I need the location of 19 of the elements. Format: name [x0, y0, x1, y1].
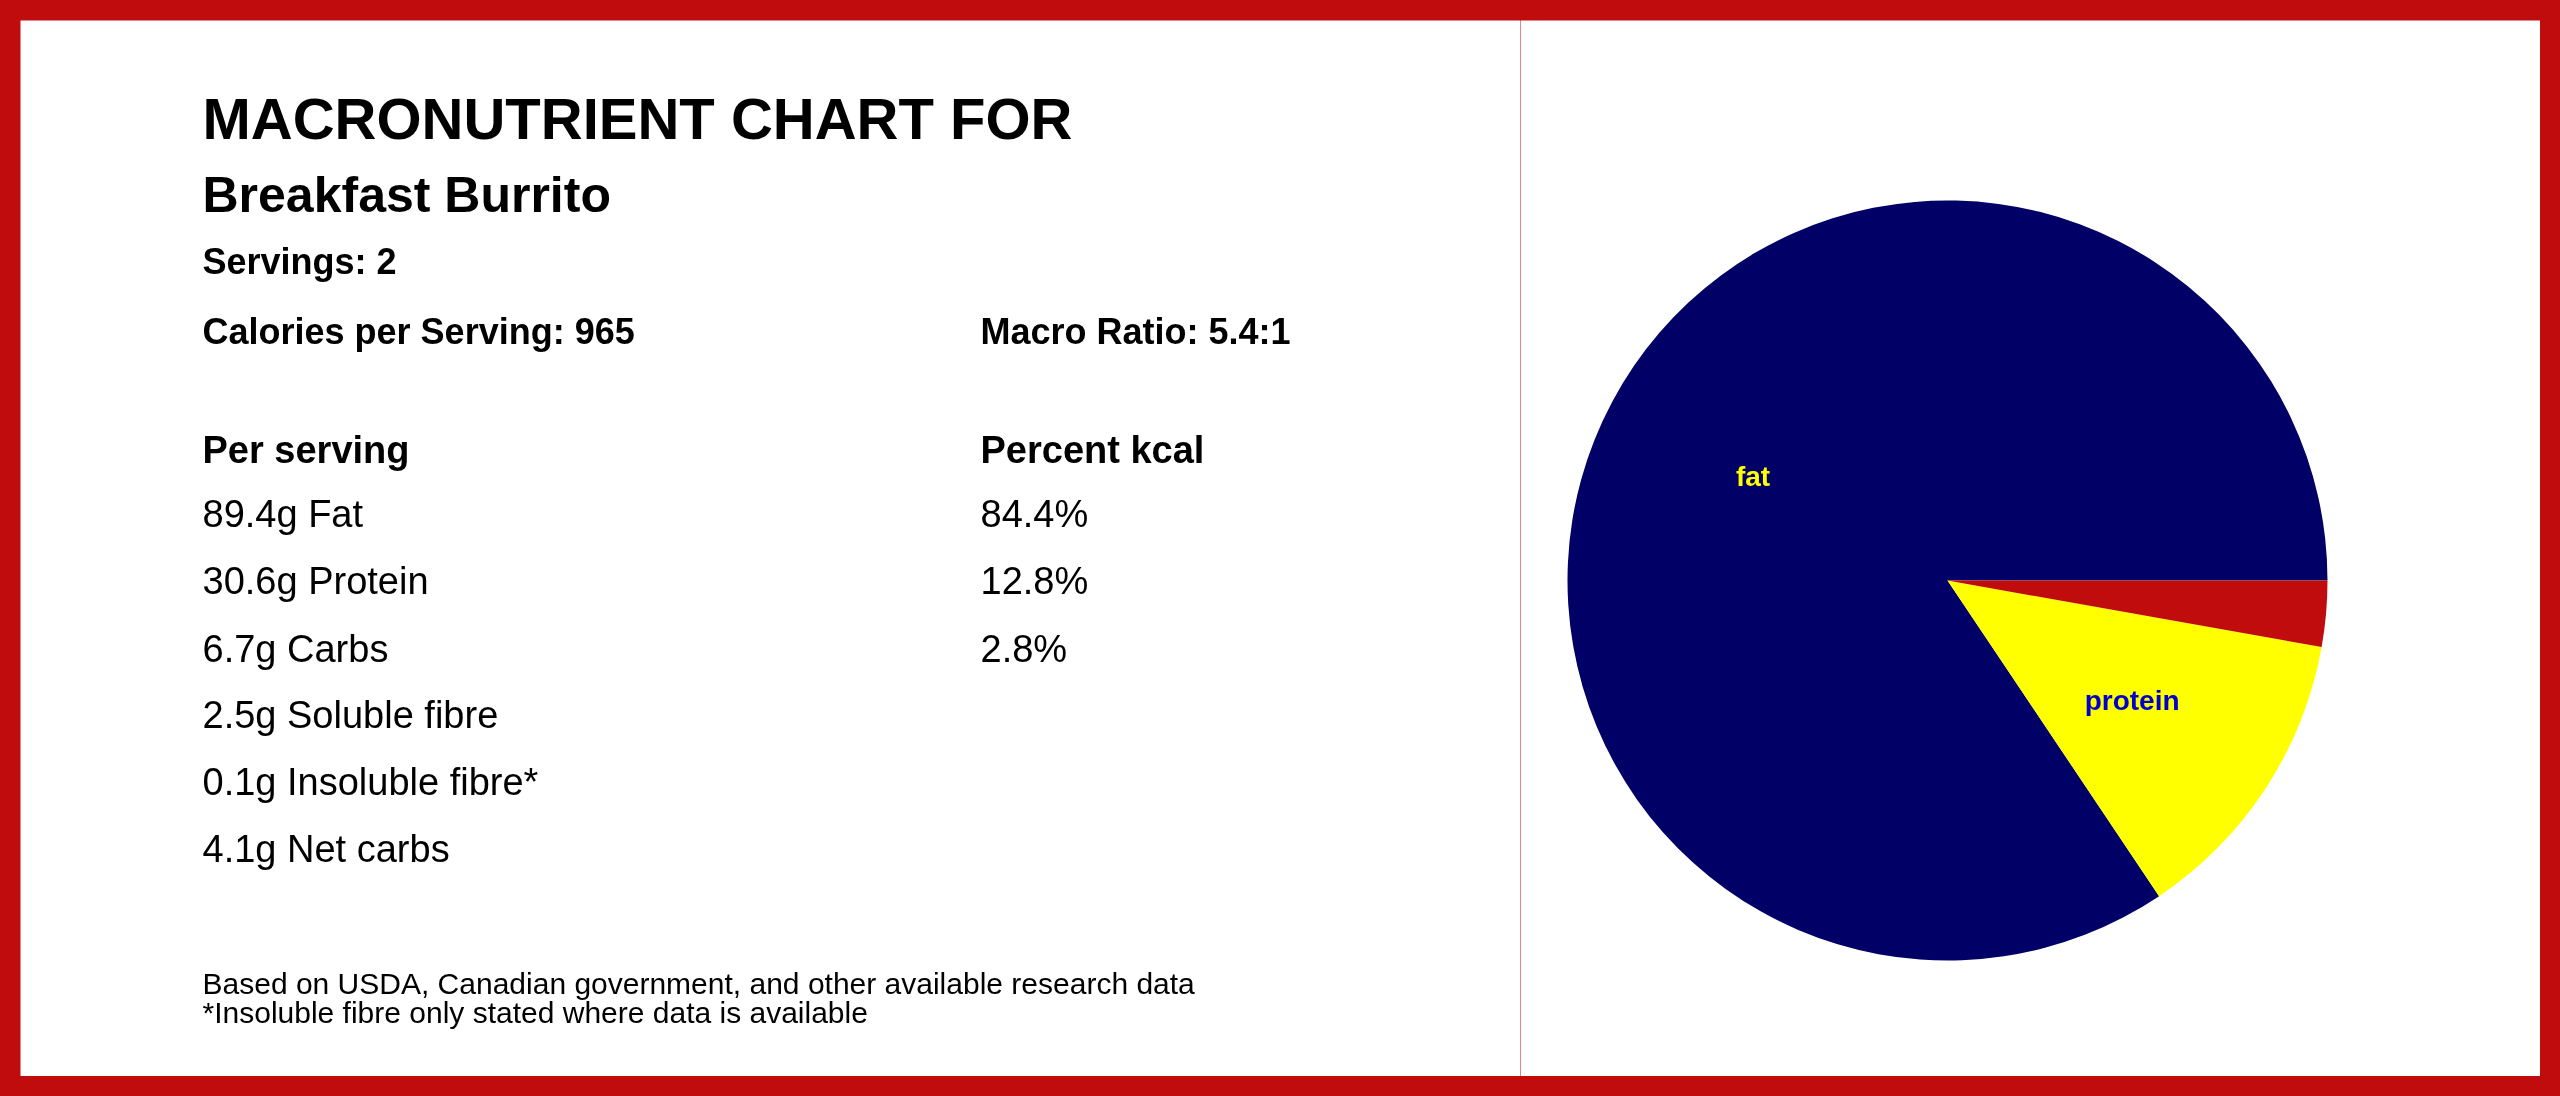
text: MACRONUTRIENT CHART FOR: [202, 86, 1073, 151]
text: Percent kcal: [980, 428, 1205, 471]
text: 30.6g Protein: [202, 559, 429, 602]
text: Breakfast Burrito: [202, 166, 611, 223]
text: 0.1g Insoluble fibre*: [202, 760, 539, 803]
text: 4.1g Net carbs: [202, 827, 450, 870]
text: 89.4g Fat: [202, 492, 364, 535]
text: Based on USDA, Canadian government, and other available research data: [202, 967, 1196, 1000]
text: Calories per Serving: 965: [202, 311, 635, 352]
slice-label: protein: [2084, 685, 2180, 717]
text: 2.5g Soluble fibre: [202, 693, 499, 736]
text: 84.4%: [980, 492, 1089, 535]
text: 6.7g Carbs: [202, 627, 389, 670]
text: Macro Ratio: 5.4:1: [980, 311, 1291, 352]
text: 12.8%: [980, 559, 1089, 602]
text: Servings: 2: [202, 241, 397, 282]
text: Per serving: [202, 428, 410, 471]
slice-label: fat: [1735, 461, 1771, 493]
text: 2.8%: [980, 627, 1068, 670]
